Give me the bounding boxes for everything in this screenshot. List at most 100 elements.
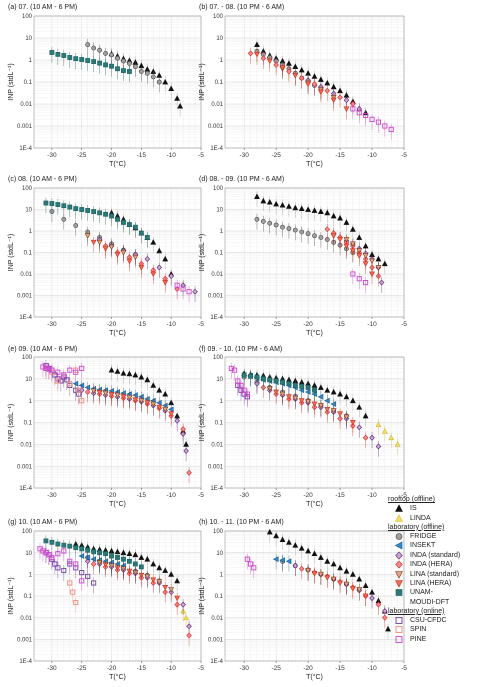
data-point <box>138 230 144 236</box>
data-point <box>162 406 169 413</box>
data-point <box>292 395 299 402</box>
data-point <box>317 571 324 578</box>
data-point <box>121 58 126 64</box>
panel-h: (h) 10. - 11. (10 PM - 6 AM) -30 -25 -20 -15… <box>199 519 407 681</box>
panel-b: (b) 07. - 08. (10 PM - 6 AM) -30 -25 -20 -15… <box>199 4 407 168</box>
series-is <box>254 191 388 274</box>
data-point <box>115 555 120 560</box>
x-axis-label: T(°C) <box>306 160 323 168</box>
data-point <box>375 119 381 125</box>
data-point <box>267 377 273 383</box>
data-point <box>91 549 97 555</box>
y-tick-label: 1 <box>220 399 224 405</box>
data-point <box>67 558 73 564</box>
x-tick-label: -5 <box>198 152 204 159</box>
data-point <box>156 264 162 271</box>
data-point <box>46 366 52 372</box>
data-point <box>362 434 369 441</box>
data-point <box>356 575 363 582</box>
data-point <box>349 571 356 577</box>
data-point <box>305 231 311 237</box>
data-point <box>168 411 175 417</box>
y-axis-label: INP (stdL⁻¹) <box>8 404 15 441</box>
data-point <box>251 565 257 571</box>
y-tick-label: 0.01 <box>211 443 223 449</box>
legend-marker <box>395 533 403 540</box>
data-point <box>298 565 305 572</box>
data-point <box>369 271 375 278</box>
data-point <box>73 561 79 567</box>
data-point <box>311 571 318 577</box>
legend-item-label: MOUDI-DFT <box>410 598 450 606</box>
data-point <box>109 63 114 69</box>
legend-item: SPIN <box>386 625 496 634</box>
panel-title: (e) 09. (10 AM - 6 PM) <box>8 346 77 353</box>
series-lina-standard- <box>90 385 169 420</box>
x-tick-label: -10 <box>367 152 377 159</box>
data-point <box>343 237 350 243</box>
panel-title: (d) 08. - 09. (10 PM - 6 AM) <box>199 176 284 183</box>
plot-area <box>224 356 405 489</box>
x-tick-label: -10 <box>166 492 176 499</box>
data-point <box>90 561 97 567</box>
x-tick-label: -5 <box>198 321 204 328</box>
y-tick-label: 1E-4 <box>19 146 32 152</box>
plot-area <box>224 187 405 318</box>
legend-item-label: LINDA <box>410 514 431 522</box>
data-point <box>85 573 91 579</box>
series-fridge <box>254 213 356 263</box>
data-point <box>324 209 331 216</box>
legend-marker <box>395 580 403 588</box>
data-point <box>108 366 115 373</box>
x-tick-label: -15 <box>137 665 147 672</box>
data-point <box>369 434 375 441</box>
data-point <box>292 227 298 233</box>
data-point <box>79 57 85 62</box>
data-point <box>61 203 67 209</box>
data-point <box>244 556 250 562</box>
data-point <box>73 545 79 551</box>
data-point <box>388 126 394 132</box>
x-tick-label: -5 <box>401 152 407 159</box>
x-tick-label: -25 <box>77 321 87 328</box>
data-point <box>317 403 324 409</box>
legend-item-label: SPIN <box>410 626 427 634</box>
data-point <box>156 247 163 254</box>
legend-marker-icon <box>395 533 403 540</box>
x-tick-label: -15 <box>335 492 345 499</box>
data-point <box>127 222 132 227</box>
legend-marker <box>395 560 403 569</box>
x-tick-label: -5 <box>401 492 407 499</box>
data-point <box>97 210 103 216</box>
data-point <box>260 376 266 382</box>
y-tick-label: 0.001 <box>208 638 224 644</box>
y-tick-label: 0.001 <box>17 124 33 130</box>
data-point <box>375 255 382 262</box>
series-inda-hera- <box>84 386 192 484</box>
data-point <box>84 558 91 565</box>
data-point <box>49 554 55 561</box>
data-point <box>337 564 343 571</box>
data-point <box>330 560 337 567</box>
series-inda-hera- <box>247 47 356 115</box>
panel-g: (g) 10. (10 AM - 6 PM) -30 -25 -20 -15 -10 -5 1… <box>8 519 204 681</box>
data-point <box>40 364 46 370</box>
legend-item: UNAM- <box>386 588 496 597</box>
data-point <box>394 441 401 447</box>
series-is <box>72 538 181 592</box>
x-tick-label: -25 <box>271 152 281 159</box>
data-point <box>114 368 121 374</box>
y-tick-label: 0.1 <box>24 421 33 427</box>
data-point <box>156 387 163 393</box>
y-tick-label: 0.001 <box>17 464 33 470</box>
data-point <box>70 589 76 595</box>
panel-a: (a) 07. (10 AM - 6 PM) -30 -25 -20 -15 -10 -5 1… <box>8 4 204 168</box>
data-point <box>91 59 97 64</box>
y-tick-label: 10 <box>216 551 223 557</box>
data-point <box>132 224 138 230</box>
series-pine <box>350 268 369 293</box>
data-point <box>144 400 151 406</box>
data-point <box>180 426 186 433</box>
y-tick-label: 1E-4 <box>19 486 32 492</box>
